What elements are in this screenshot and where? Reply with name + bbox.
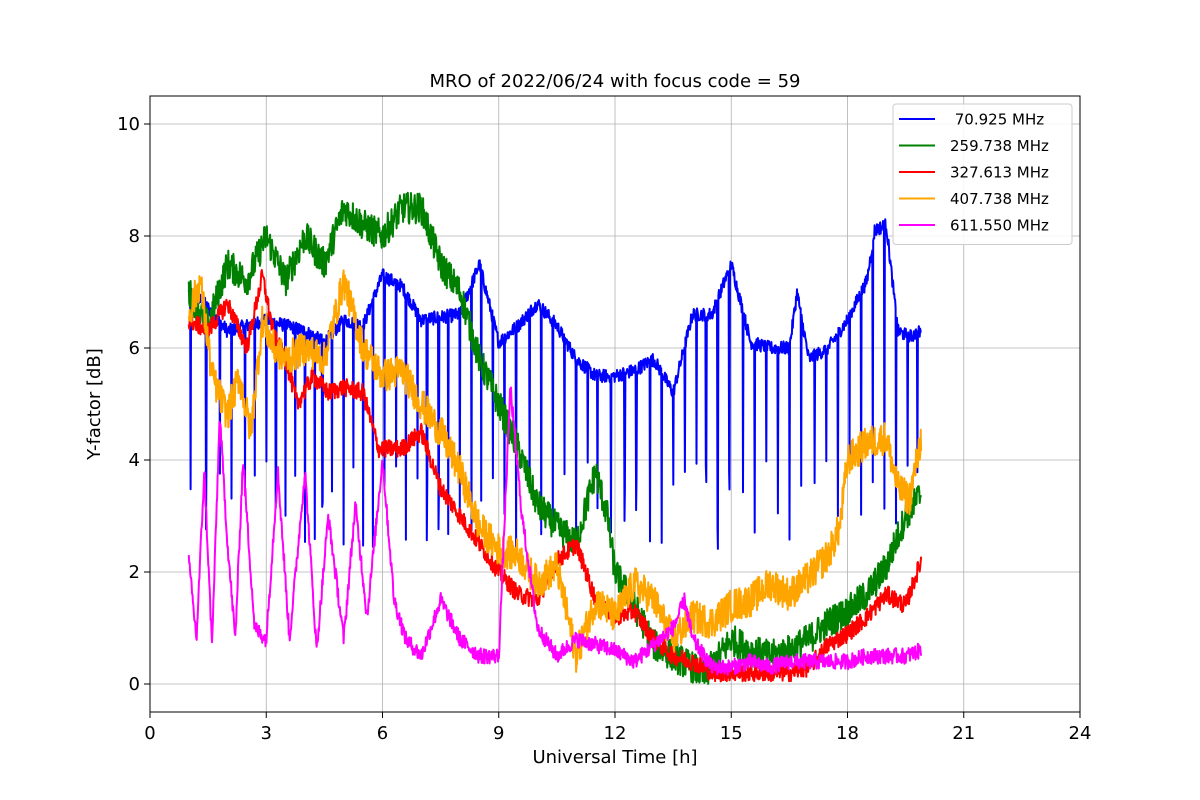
y-tick-label: 0	[129, 674, 140, 695]
x-tick-label: 24	[1069, 723, 1092, 744]
series-line	[187, 269, 923, 673]
y-tick-label: 10	[117, 114, 140, 135]
x-tick-label: 3	[261, 723, 272, 744]
series-layer	[187, 191, 923, 685]
x-tick-label: 6	[377, 723, 388, 744]
y-tick-label: 8	[129, 226, 140, 247]
legend-label: 259.738 MHz	[950, 137, 1049, 155]
x-tick-label: 18	[836, 723, 859, 744]
x-axis-label: Universal Time [h]	[532, 747, 697, 768]
y-tick-label: 4	[129, 450, 140, 471]
x-tick-label: 21	[952, 723, 975, 744]
legend-label: 70.925 MHz	[950, 111, 1044, 129]
x-tick-label: 15	[720, 723, 743, 744]
y-axis-label: Y-factor [dB]	[84, 348, 105, 461]
legend-label: 611.550 MHz	[950, 217, 1049, 235]
series-line	[187, 386, 923, 676]
y-tick-label: 6	[129, 338, 140, 359]
x-tick-label: 12	[604, 723, 627, 744]
legend-label: 407.738 MHz	[950, 190, 1049, 208]
x-tick-label: 0	[144, 723, 155, 744]
series-line	[187, 191, 923, 685]
legend: 70.925 MHz 259.738 MHz 327.613 MHz 407.738 …	[892, 103, 1073, 245]
legend-label: 327.613 MHz	[950, 164, 1049, 182]
chart-title: MRO of 2022/06/24 with focus code = 59	[430, 71, 801, 92]
series-line	[187, 218, 922, 550]
y-tick-label: 2	[129, 562, 140, 583]
legend-box	[892, 103, 1073, 245]
x-tick-label: 9	[493, 723, 504, 744]
